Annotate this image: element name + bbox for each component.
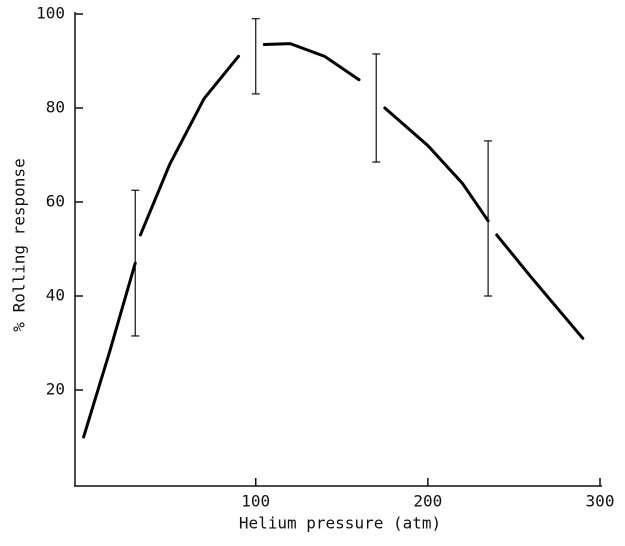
- x-tick-label: 300: [586, 492, 615, 511]
- y-tick-label: 60: [46, 192, 65, 211]
- curve: [138, 54, 241, 237]
- x-tick-label: 100: [241, 492, 270, 511]
- x-tick-label: 200: [413, 492, 442, 511]
- y-tick-label: 40: [46, 286, 65, 305]
- error-bar: [251, 18, 260, 95]
- x-axis-label: Helium pressure (atm): [239, 514, 441, 533]
- y-tick-label: 80: [46, 98, 65, 117]
- error-bar: [372, 53, 381, 163]
- curve: [82, 261, 137, 439]
- curve: [495, 233, 585, 340]
- y-tick-label: 100: [36, 4, 65, 23]
- y-axis-label: % Rolling response: [10, 158, 29, 331]
- error-bar: [131, 189, 140, 337]
- y-tick-label: 20: [46, 380, 65, 399]
- curve: [383, 106, 490, 223]
- error-bar: [484, 140, 493, 297]
- curve: [262, 42, 361, 82]
